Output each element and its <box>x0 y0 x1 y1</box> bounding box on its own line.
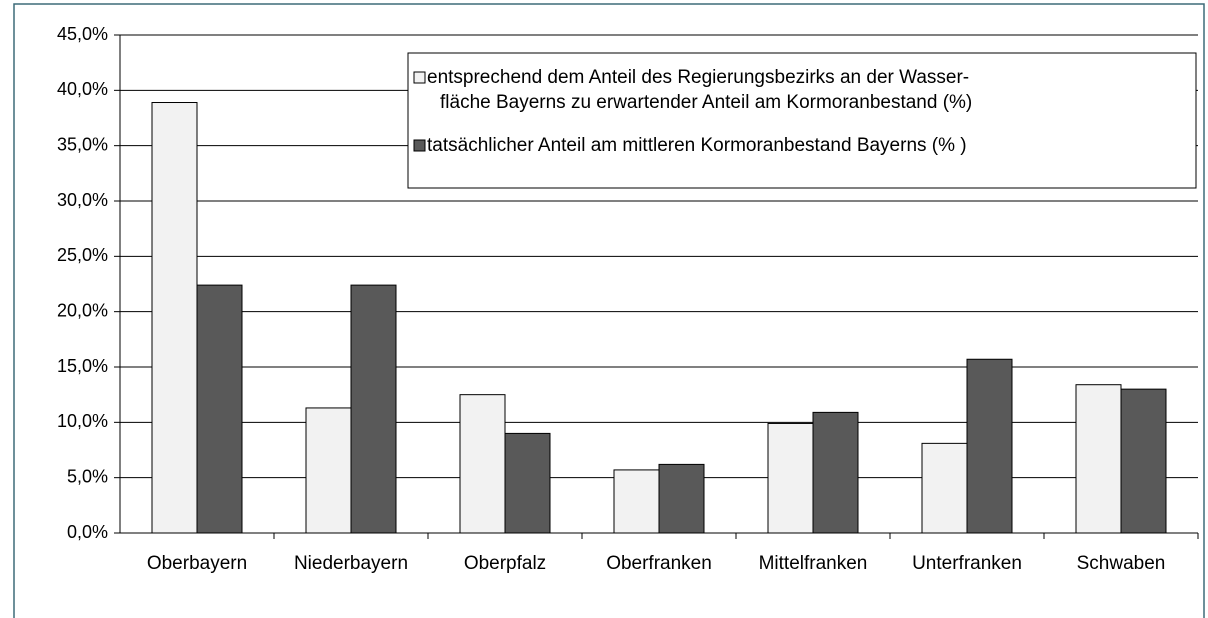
legend-swatch <box>413 71 426 84</box>
bar <box>1075 384 1122 534</box>
bar <box>305 407 352 534</box>
legend-line: entsprechend dem Anteil des Regierungsbe… <box>427 67 969 88</box>
y-tick-label: 0,0% <box>67 522 108 542</box>
y-tick-label: 20,0% <box>57 300 108 320</box>
bar <box>459 394 506 534</box>
legend-line: fläche Bayerns zu erwartender Anteil am … <box>440 92 972 113</box>
y-tick-label: 15,0% <box>57 356 108 376</box>
bar <box>151 102 198 534</box>
legend-box <box>407 52 1197 189</box>
frame <box>13 3 1205 618</box>
y-tick-label: 10,0% <box>57 411 108 431</box>
bar <box>613 469 660 534</box>
x-tick-label: Unterfranken <box>912 553 1022 574</box>
x-tick-label: Oberfranken <box>606 553 712 574</box>
y-tick-label: 25,0% <box>57 245 108 265</box>
x-tick-label: Oberpfalz <box>464 553 546 574</box>
x-tick-label: Mittelfranken <box>759 553 868 574</box>
x-tick-label: Niederbayern <box>294 553 408 574</box>
x-tick-label: Oberbayern <box>147 553 247 574</box>
bar <box>812 411 859 534</box>
y-tick-label: 45,0% <box>57 24 108 44</box>
legend: entsprechend dem Anteil des Regierungsbe… <box>407 52 1197 189</box>
bar <box>921 442 968 534</box>
x-tick-label: Schwaben <box>1077 553 1166 574</box>
bar <box>767 422 814 534</box>
legend-label: entsprechend dem Anteil des Regierungsbe… <box>427 67 972 113</box>
bar <box>658 463 705 534</box>
legend-label: tatsächlicher Anteil am mittleren Kormor… <box>427 135 967 156</box>
y-tick-label: 40,0% <box>57 79 108 99</box>
bar <box>196 284 243 534</box>
bar <box>1120 388 1167 534</box>
bar <box>350 284 397 534</box>
bar <box>504 432 551 534</box>
y-tick-label: 5,0% <box>67 466 108 486</box>
bar <box>966 358 1013 534</box>
legend-swatch <box>413 139 426 152</box>
y-tick-label: 30,0% <box>57 190 108 210</box>
y-tick-label: 35,0% <box>57 134 108 154</box>
